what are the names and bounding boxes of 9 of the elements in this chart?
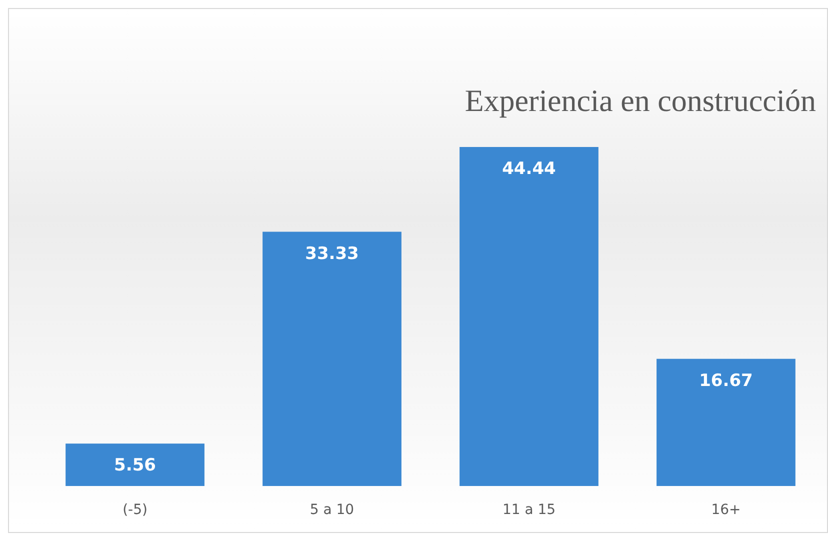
data-label: 33.33 <box>305 244 359 264</box>
x-tick-label: (-5) <box>122 502 148 518</box>
chart-title: Experiencia en construcción <box>464 83 816 118</box>
x-tick-label: 16+ <box>711 502 741 518</box>
data-label: 16.67 <box>699 370 753 391</box>
data-label: 44.44 <box>502 159 556 179</box>
x-tick-label: 11 a 15 <box>502 502 556 518</box>
x-tick-label: 5 a 10 <box>310 502 354 518</box>
data-label: 5.56 <box>114 456 156 476</box>
